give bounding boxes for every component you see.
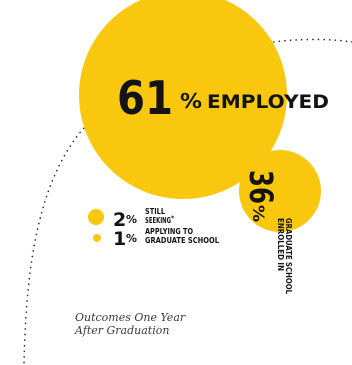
value-graduate-school: 36 [242,170,280,204]
unit-employed: % [180,89,202,113]
value-still-seeking: 2 [113,209,126,231]
label-applying-line1: APPLYING TO [145,227,193,236]
label-applying-line2: GRADUATE SCHOOL [145,236,219,245]
chart-caption: Outcomes One Year After Graduation [75,311,275,337]
bubble-employed [79,0,287,199]
label-graduate-school-line1: ENROLLED IN [276,218,285,271]
svg-text:61: 61 [117,71,173,125]
unit-applying: % [126,232,137,245]
label-still-seeking-line1: STILL [145,207,165,216]
caption-line-1: Outcomes One Year [75,311,186,324]
caption-line-2: After Graduation [75,324,170,337]
label-employed: EMPLOYED [207,91,329,113]
unit-still-seeking: % [126,213,137,226]
label-graduate-school-line2: GRADUATE SCHOOL [284,218,293,294]
bubble-graduate-school [239,150,321,232]
bubble-applying [93,234,101,242]
footnote-still-seeking: * [171,215,175,222]
value-employed: 61 [117,71,173,125]
value-applying: 1 [113,228,126,250]
label-still-seeking-line2: SEEKING [145,216,171,225]
svg-text:SEEKING*: SEEKING* [145,215,175,225]
bubble-still-seeking [88,209,104,225]
unit-graduate-school: % [249,205,268,222]
